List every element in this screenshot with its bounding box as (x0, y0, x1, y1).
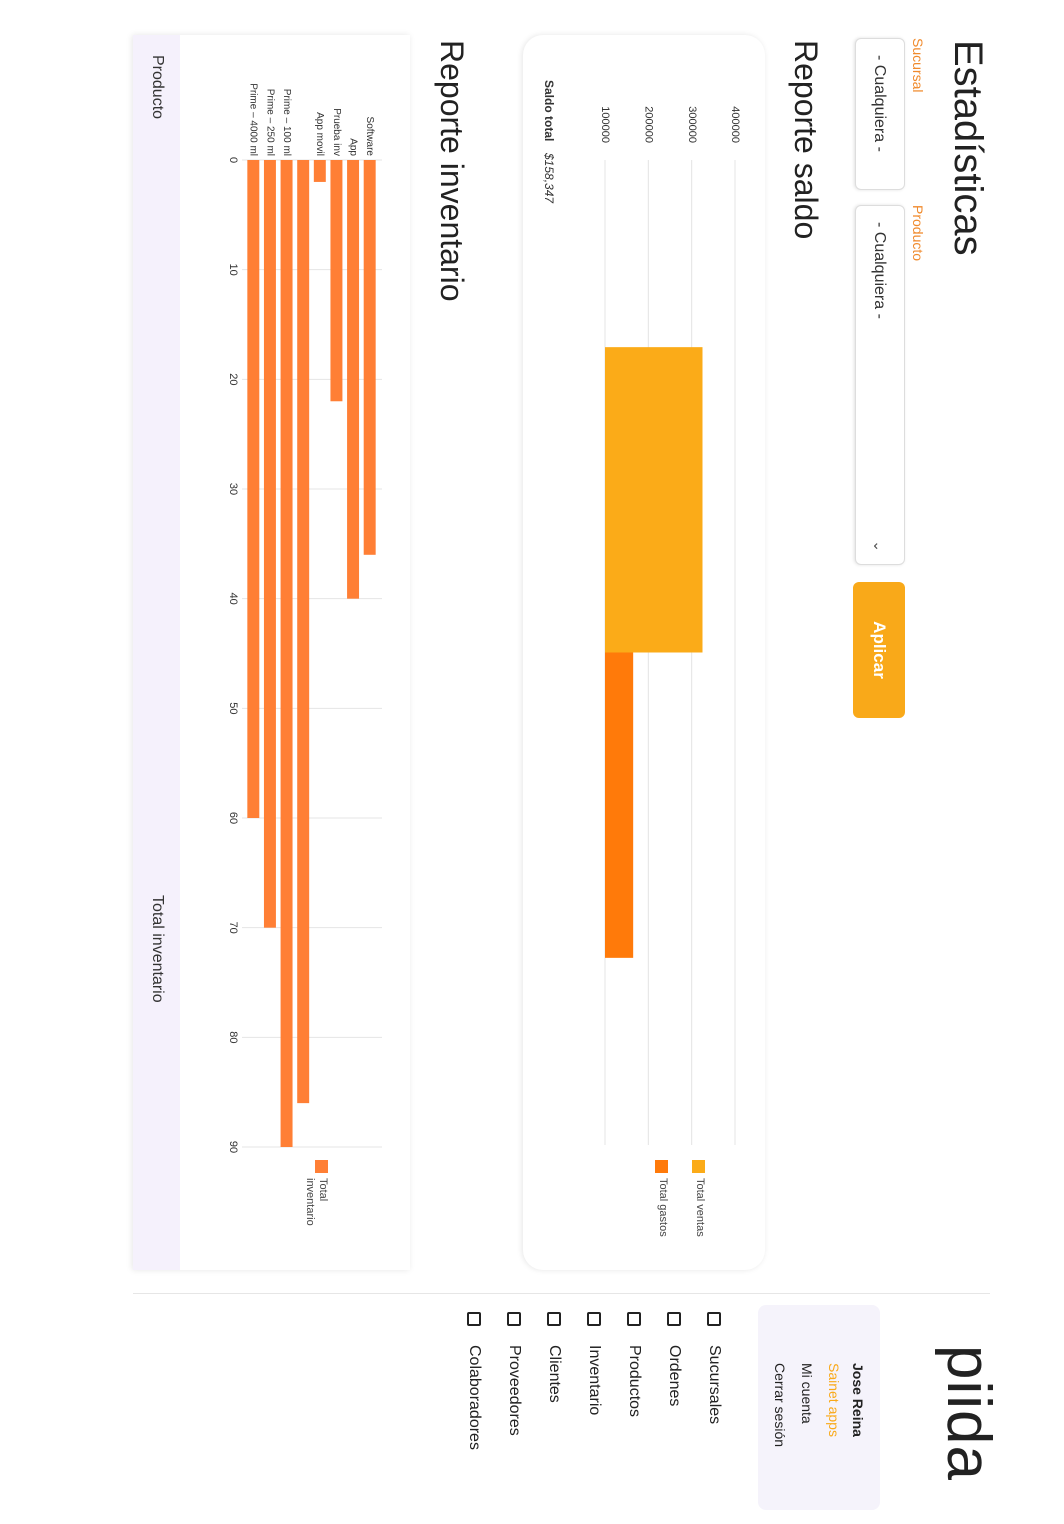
x-tick-label: 60 (227, 812, 239, 824)
chevron: ⌄ (871, 540, 887, 552)
filter-label: Sucursal (910, 38, 926, 93)
saldo-label: Saldo total (542, 80, 556, 141)
y-tick-label: 300000 (686, 106, 698, 143)
menu-icon (587, 1312, 601, 1326)
sucursal-select[interactable]: - Cualquiera - (855, 38, 905, 190)
inventario-chart: 0 10 20 30 40 50 60 70 80 90 Software App Prueba inv… (227, 83, 382, 1226)
y-tick-label: Prime – 100 ml (281, 89, 292, 156)
bar (363, 160, 376, 555)
saldo-value: $158,347 (542, 152, 556, 204)
menu-icon (707, 1312, 721, 1326)
column-header: Total inventario (149, 895, 166, 1003)
x-tick-label: 40 (227, 593, 239, 605)
x-tick-label: 20 (227, 373, 239, 385)
y-tick-label: 200000 (642, 106, 654, 143)
menu-label: Colaboradores (466, 1345, 483, 1450)
menu-label: Productos (626, 1345, 643, 1418)
user-box: Jose Reina Sainet apps Mi cuenta Cerrar … (758, 1305, 880, 1510)
bar (605, 347, 703, 653)
user-company: Sainet apps (826, 1363, 842, 1437)
bar (605, 652, 634, 958)
y-tick-label: Prime – 250 ml (264, 89, 275, 156)
menu-label: Ordenes (666, 1345, 683, 1407)
y-tick-label: App (347, 138, 358, 156)
logo: piida (934, 1345, 1003, 1481)
select-value: - Cualquiera - (871, 55, 888, 152)
bar (347, 160, 360, 599)
inventario-card: 0 10 20 30 40 50 60 70 80 90 Software App Prueba inv… (133, 35, 410, 1270)
producto-select[interactable]: - Cualquiera - ⌄ (855, 205, 905, 565)
menu-icon (507, 1312, 521, 1326)
x-tick-label: 50 (227, 702, 239, 714)
bar (247, 160, 260, 818)
y-tick-label: 100000 (599, 106, 611, 143)
legend-entry: Total gastos (657, 1178, 669, 1237)
column-header: Producto (149, 55, 166, 120)
select-value: - Cualquiera - (871, 222, 888, 319)
menu-icon (667, 1312, 681, 1326)
bar (330, 160, 343, 402)
menu-icon (547, 1312, 561, 1326)
bar (313, 160, 326, 182)
apply-button[interactable]: Aplicar (853, 582, 905, 718)
user-link[interactable]: Mi cuenta (799, 1363, 815, 1424)
page-title: Estadísticas (946, 40, 990, 256)
menu-icon (627, 1312, 641, 1326)
divider (133, 1293, 990, 1294)
menu-label: Sucursales (706, 1345, 723, 1425)
table-header: Producto Total inventario (133, 35, 180, 1270)
y-tick-label: Prueba inv (331, 108, 342, 156)
menu-label: Inventario (586, 1345, 603, 1416)
saldo-chart: Saldo total $158,347 100000 200000 300000 4… (542, 80, 741, 1237)
y-tick-label: 400000 (729, 106, 741, 143)
saldo-card: Saldo total $158,347 100000 200000 300000 4… (523, 35, 765, 1270)
x-tick-label: 70 (227, 922, 239, 934)
legend-entry: Total ventas (694, 1178, 706, 1237)
legend-label: Total ventas (694, 1178, 706, 1237)
menu-label: Proveedores (506, 1345, 523, 1436)
section-title: Reporte inventario (434, 40, 470, 302)
menu-icon (467, 1312, 481, 1326)
x-tick-label: 30 (227, 483, 239, 495)
y-tick-label: Software (364, 117, 375, 157)
y-tick-label: App movil (314, 112, 325, 156)
user-link[interactable]: Cerrar sesión (772, 1363, 788, 1448)
section-title: Reporte saldo (788, 40, 824, 240)
legend-swatch (655, 1160, 668, 1173)
x-tick-label: 10 (227, 264, 239, 276)
y-tick-label: Prime – 4000 ml (248, 83, 259, 156)
legend-entry: Total inventario (304, 1178, 329, 1226)
user-name: Jose Reina (850, 1363, 866, 1437)
x-tick-label: 0 (227, 157, 239, 163)
legend-swatch (315, 1160, 328, 1173)
bar (263, 160, 276, 928)
x-tick-label: 80 (227, 1031, 239, 1043)
legend-label: Total gastos (657, 1178, 669, 1237)
legend-label: Total inventario (304, 1178, 329, 1226)
bar (297, 160, 310, 1104)
menu-label: Clientes (546, 1345, 563, 1403)
x-tick-label: 90 (227, 1141, 239, 1153)
filter-label: Producto (910, 205, 926, 262)
bar (280, 160, 293, 1147)
legend-swatch (692, 1160, 705, 1173)
